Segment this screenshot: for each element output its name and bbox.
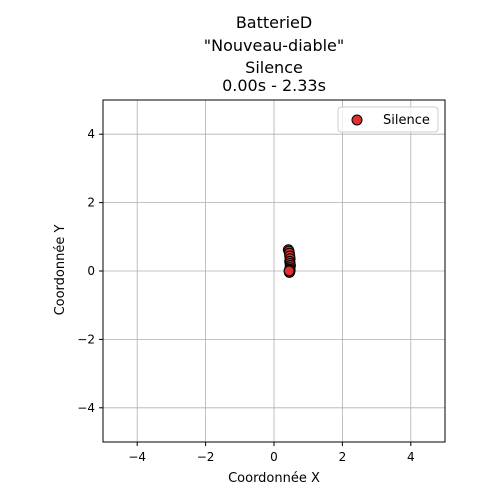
x-tick-label: 4 (407, 450, 415, 464)
legend-box (337, 106, 439, 133)
chart-title: BatterieD "Nouveau-diable" Silence 0.00s… (204, 13, 345, 95)
y-axis-label: Coordonnée Y (53, 225, 68, 316)
axis-ticks: −4 −2 0 2 4 −4 −2 0 2 4 (77, 127, 414, 464)
legend-marker-silence (351, 114, 363, 126)
data-points (282, 244, 296, 278)
x-tick-label: 0 (270, 450, 278, 464)
y-tick-label: 4 (87, 127, 95, 141)
x-tick-label: 2 (339, 450, 347, 464)
chart-title-line-3: Silence (245, 58, 303, 77)
x-tick-label: −4 (128, 450, 146, 464)
x-tick-label: −2 (197, 450, 215, 464)
chart-title-line-2: "Nouveau-diable" (204, 36, 345, 55)
chart-title-line-4: 0.00s - 2.33s (222, 76, 326, 95)
legend-label-silence: Silence (383, 113, 430, 128)
x-axis-label: Coordonnée X (228, 471, 320, 486)
y-tick-label: 2 (87, 196, 95, 210)
y-tick-label: 0 (87, 264, 95, 278)
chart-title-line-1: BatterieD (236, 13, 312, 32)
legend: Silence (337, 106, 439, 133)
y-tick-label: −2 (77, 332, 95, 346)
grid-lines (103, 100, 445, 442)
y-tick-label: −4 (77, 401, 95, 415)
data-point (283, 265, 295, 277)
